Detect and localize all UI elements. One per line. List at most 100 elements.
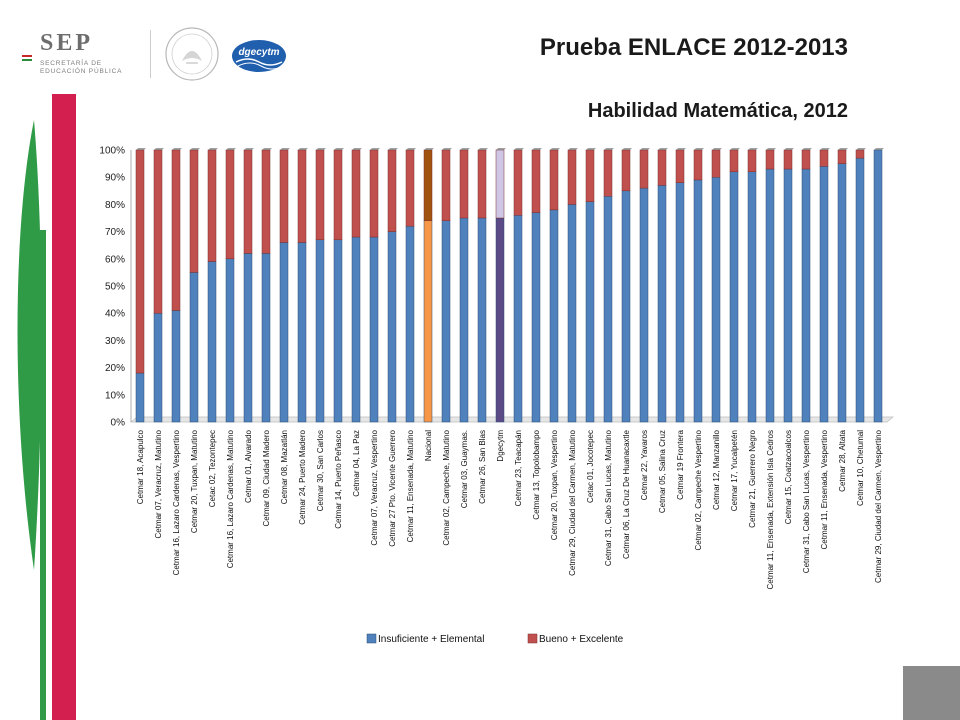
x-tick-label: Dgecytm: [496, 430, 505, 462]
bar-top-cap: [208, 148, 218, 150]
bar-bueno-excelente: [315, 149, 325, 241]
sep-logo-red-stripe: [22, 55, 32, 57]
bar-bueno-excelente: [531, 149, 541, 213]
bar-bueno-excelente: [837, 149, 847, 164]
bar-insuficiente-elemental: [315, 239, 325, 423]
bar-bueno-excelente: [387, 149, 397, 232]
x-tick-label: Cetmar 05, Salina Cruz: [658, 430, 667, 513]
bar-insuficiente-elemental: [441, 220, 451, 423]
legend-label-bueno: Bueno + Excelente: [539, 634, 624, 645]
national-seal-icon: [165, 27, 219, 81]
bar-bueno-excelente: [333, 149, 343, 241]
x-tick-label: Cetmar 18, Acapulco: [136, 429, 145, 504]
x-tick-label: Cetmar 23, Teacapán: [514, 430, 523, 506]
bar-top-cap: [838, 148, 848, 150]
bar-bueno-excelente: [639, 149, 649, 189]
bar-bueno-excelente: [423, 149, 433, 221]
bar-top-cap: [478, 148, 488, 150]
bar-top-cap: [604, 148, 614, 150]
bar-top-cap: [568, 148, 578, 150]
bar-bueno-excelente: [441, 149, 451, 221]
bar-bueno-excelente: [243, 149, 253, 254]
bar-bueno-excelente: [171, 149, 181, 311]
x-tick-label: Cetmar 30, San Carlos: [316, 430, 325, 511]
bar-bueno-excelente: [765, 149, 775, 170]
bar-bueno-excelente: [747, 149, 757, 173]
bar-top-cap: [694, 148, 704, 150]
bar-top-cap: [640, 148, 650, 150]
x-tick-label: Cetmar 31, Cabo San Lucas, Matutino: [604, 429, 613, 566]
x-tick-label: Cetmar 21, Guerrero Negro: [748, 429, 757, 527]
x-tick-label: Cetmar 07, Veracruz, Vespertino: [370, 429, 379, 545]
x-tick-label: Cetmar 10, Chetumal: [856, 430, 865, 506]
x-tick-label: Cetmar 01, Alvarado: [244, 429, 253, 502]
x-tick-label: Cetmar 17, Yucalpetén: [730, 430, 739, 511]
bar-insuficiente-elemental: [171, 310, 181, 423]
x-tick-label: Cetmar 08, Mazatlán: [280, 430, 289, 504]
bar-bueno-excelente: [189, 149, 199, 273]
y-tick-label: 30%: [105, 336, 125, 347]
bar-bueno-excelente: [297, 149, 307, 243]
bar-insuficiente-elemental: [333, 239, 343, 423]
bar-top-cap: [658, 148, 668, 150]
bar-top-cap: [262, 148, 272, 150]
bar-bueno-excelente: [207, 149, 217, 262]
bar-bueno-excelente: [513, 149, 523, 216]
legend-swatch-insuficiente: [366, 633, 377, 644]
bar-top-cap: [136, 148, 146, 150]
bar-insuficiente-elemental: [207, 261, 217, 423]
bar-insuficiente-elemental: [783, 168, 793, 423]
bar-bueno-excelente: [279, 149, 289, 243]
bar-bueno-excelente: [585, 149, 595, 202]
green-stem-stripe: [40, 230, 46, 720]
bar-top-cap: [586, 148, 596, 150]
sep-logo-line2: EDUCACIÓN PÚBLICA: [40, 68, 123, 75]
y-tick-label: 80%: [105, 200, 125, 211]
bar-bueno-excelente: [819, 149, 829, 167]
x-tick-label: Cetmar 02, Campeche, Matutino: [442, 429, 451, 545]
x-tick-label: Cetmar 07, Veracruz, Matutino: [154, 429, 163, 538]
bar-insuficiente-elemental: [873, 149, 883, 423]
bar-bueno-excelente: [135, 149, 145, 374]
bar-insuficiente-elemental: [405, 225, 415, 423]
bar-insuficiente-elemental: [819, 166, 829, 423]
bar-top-cap: [532, 148, 542, 150]
x-tick-label: Cetmar 12, Manzanillo: [712, 429, 721, 510]
x-tick-label: Cetmar 11, Ensenada, Matutino: [406, 429, 415, 542]
bar-top-cap: [820, 148, 830, 150]
bar-insuficiente-elemental: [837, 163, 847, 423]
x-tick-label: Cetmar 03, Guaymas.: [460, 430, 469, 508]
bar-top-cap: [424, 148, 434, 150]
bar-top-cap: [298, 148, 308, 150]
bar-insuficiente-elemental: [621, 190, 631, 423]
x-tick-label: Cetmar 06, La Cruz De Huanacaxtle: [622, 429, 631, 559]
sep-logo-text: SEP: [40, 30, 94, 56]
bar-insuficiente-elemental: [603, 195, 613, 423]
bar-insuficiente-elemental: [261, 253, 271, 423]
x-tick-label: Cetmar 14, Puerto Peñasco: [334, 429, 343, 528]
x-tick-label: Cetmar 11, Ensenada, Extensión Isla Cedr…: [766, 430, 775, 590]
x-tick-label: Cetmar 11, Ensenada, Vespertino: [820, 429, 829, 549]
bar-top-cap: [370, 148, 380, 150]
bar-insuficiente-elemental: [153, 312, 163, 423]
bar-top-cap: [388, 148, 398, 150]
x-tick-label: Cetmar 02, Campeche Vespertino: [694, 429, 703, 550]
x-tick-label: Cetmar 29, Ciudad del Carmen, Vespertino: [874, 429, 883, 583]
legend-swatch-bueno: [527, 633, 538, 644]
slide-header: SEP SECRETARÍA DE EDUCACIÓN PÚBLICA dgec…: [0, 0, 960, 122]
bar-top-cap: [190, 148, 200, 150]
bar-top-cap: [748, 148, 758, 150]
stacked-bar-chart: 0% 10% 20% 30% 40% 50% 60% 70% 80% 90% 100% Cetmar …: [99, 146, 894, 645]
bar-bueno-excelente: [675, 149, 685, 183]
x-tick-label: Cetmar 13, Topolobampo: [532, 429, 541, 519]
bar-top-cap: [874, 148, 884, 150]
y-tick-label: 20%: [105, 363, 125, 374]
bar-bueno-excelente: [153, 149, 163, 314]
y-tick-label: 60%: [105, 254, 125, 265]
x-tick-label: Cetmar 20, Tuxpan, Matutino: [190, 429, 199, 533]
page-title: Prueba ENLACE 2012-2013: [539, 34, 848, 61]
bar-bueno-excelente: [459, 149, 469, 219]
bar-bueno-excelente: [603, 149, 613, 197]
bar-insuficiente-elemental: [189, 272, 199, 423]
bar-top-cap: [406, 148, 416, 150]
